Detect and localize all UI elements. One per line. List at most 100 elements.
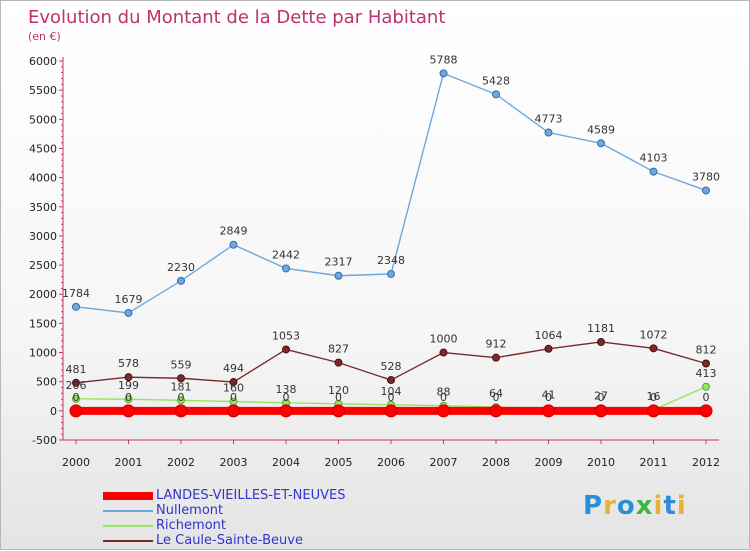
data-label: 0: [178, 391, 185, 404]
data-label: 4773: [535, 113, 563, 126]
data-label: 27: [594, 389, 608, 402]
data-point: [597, 139, 605, 148]
x-tick-label: 2012: [692, 456, 720, 469]
x-tick-label: 2005: [325, 456, 353, 469]
x-tick-label: 2009: [535, 456, 563, 469]
data-point: [542, 404, 555, 418]
data-point: [489, 404, 503, 418]
legend-item-nullemont[interactable]: Nullemont: [103, 503, 345, 518]
data-point: [124, 395, 133, 404]
logo-letter: r: [603, 491, 617, 521]
data-point: [702, 382, 710, 391]
x-tick-label: 2006: [377, 456, 405, 469]
legend-item-landes[interactable]: LANDES-VIEILLES-ET-NEUVES: [103, 488, 345, 503]
legend-label: Le Caule-Sainte-Beuve: [156, 533, 303, 548]
data-point: [702, 359, 710, 368]
data-label: 0: [650, 391, 657, 404]
data-point: [177, 374, 185, 383]
logo-letter: t: [663, 491, 677, 521]
data-point: [649, 344, 658, 353]
legend-label: Richemont: [156, 518, 226, 533]
y-tick-label: 3000: [29, 230, 57, 243]
y-tick-label: 2000: [29, 288, 57, 301]
x-tick-label: 2007: [430, 456, 458, 469]
data-label: 578: [118, 357, 139, 370]
logo-letter: P: [583, 491, 604, 521]
y-tick-label: 4000: [29, 172, 57, 185]
x-tick-label: 2003: [220, 456, 248, 469]
data-label: 2849: [220, 225, 248, 238]
data-point: [649, 167, 658, 176]
data-label: 1000: [430, 333, 458, 346]
data-label: 3780: [692, 170, 720, 183]
data-label: 812: [696, 344, 717, 357]
x-tick-label: 2011: [640, 456, 668, 469]
legend-swatch: [103, 491, 153, 500]
data-point: [72, 394, 80, 403]
data-label: 0: [73, 391, 80, 404]
y-tick-label: 0: [50, 405, 57, 418]
y-tick-label: 1000: [29, 347, 57, 360]
y-tick-label: 3500: [29, 201, 57, 214]
proxiti-logo: Proxiti: [583, 491, 687, 521]
data-label: 481: [66, 363, 87, 376]
y-tick-label: 500: [36, 376, 57, 389]
data-point: [597, 337, 605, 346]
logo-letter: i: [653, 491, 664, 521]
chart-title: Evolution du Montant de la Dette par Hab…: [28, 7, 446, 28]
data-label: 2230: [167, 261, 195, 274]
data-label: 0: [545, 391, 552, 404]
legend-item-le-caule[interactable]: Le Caule-Sainte-Beuve: [103, 533, 345, 548]
data-label: 912: [486, 338, 507, 351]
data-label: 413: [696, 367, 717, 380]
legend-label: LANDES-VIEILLES-ET-NEUVES: [156, 488, 346, 503]
data-point: [544, 128, 553, 137]
data-point: [229, 378, 238, 387]
data-point: [124, 373, 133, 382]
data-label: 1072: [640, 328, 668, 341]
data-label: 0: [493, 391, 500, 404]
y-tick-label: 1500: [29, 317, 57, 330]
data-label: 1784: [62, 287, 90, 300]
data-point: [174, 404, 188, 418]
legend-item-richemont[interactable]: Richemont: [103, 518, 345, 533]
legend-swatch: [103, 524, 153, 527]
data-label: 0: [283, 391, 290, 404]
x-tick-label: 2010: [587, 456, 615, 469]
logo-letter: x: [635, 491, 654, 521]
data-label: 0: [335, 391, 342, 404]
data-point: [282, 264, 290, 273]
x-tick-label: 2004: [272, 456, 300, 469]
data-point: [229, 240, 238, 249]
data-label: 2348: [377, 254, 405, 267]
data-label: 181: [171, 380, 192, 393]
chart-legend: LANDES-VIEILLES-ET-NEUVES Nullemont Rich…: [103, 488, 345, 548]
data-point: [122, 404, 135, 418]
data-point: [492, 353, 500, 362]
data-label: 0: [703, 391, 710, 404]
data-point: [177, 396, 185, 405]
data-point: [594, 404, 608, 418]
data-label: 494: [223, 362, 244, 375]
data-point: [439, 69, 448, 78]
data-point: [124, 308, 133, 317]
data-label: 1064: [535, 329, 563, 342]
data-point: [334, 358, 343, 367]
data-label: 160: [223, 382, 244, 395]
data-label: 0: [125, 391, 132, 404]
data-label: 0: [230, 391, 237, 404]
data-point: [437, 404, 450, 418]
legend-label: Nullemont: [156, 503, 224, 518]
y-tick-label: 6000: [29, 55, 57, 68]
data-point: [544, 344, 553, 353]
data-point: [227, 404, 240, 418]
data-label: 0: [388, 391, 395, 404]
data-label: 5788: [430, 53, 458, 66]
data-point: [177, 276, 185, 285]
data-label: 4589: [587, 123, 615, 136]
data-point: [282, 345, 290, 354]
data-label: 559: [171, 358, 192, 371]
chart-subtitle: (en €): [28, 30, 61, 43]
data-label: 0: [598, 391, 605, 404]
legend-swatch: [103, 539, 153, 542]
